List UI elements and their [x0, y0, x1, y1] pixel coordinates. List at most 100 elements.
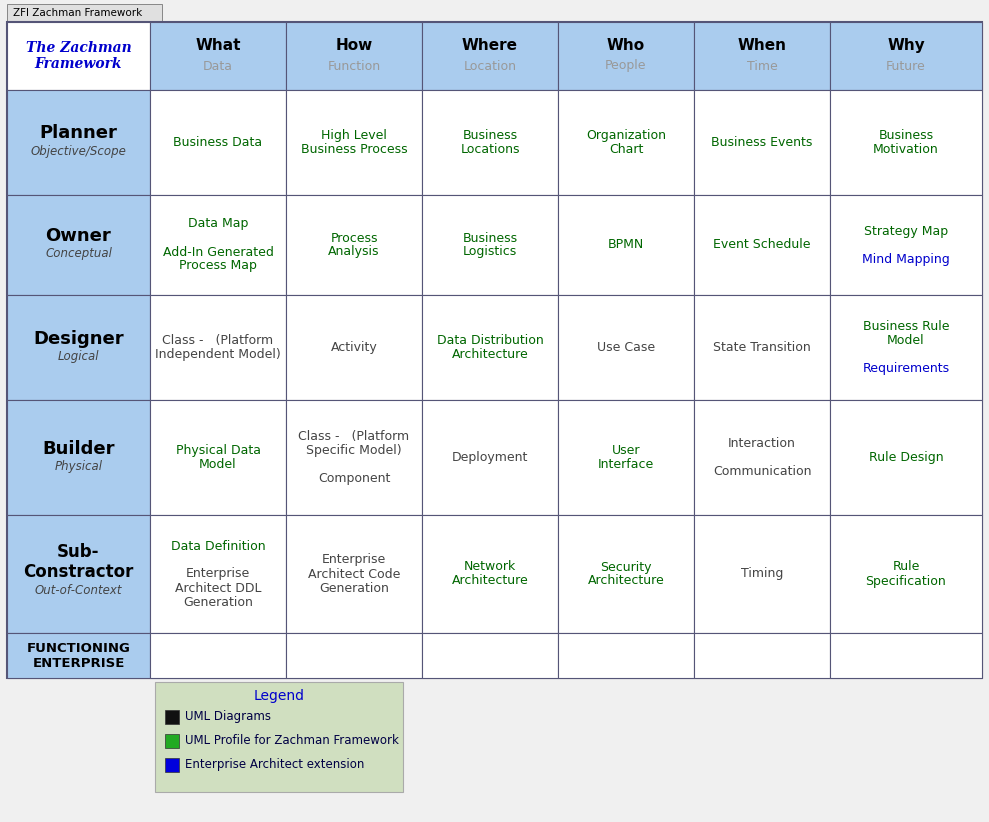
- Bar: [7, 295, 150, 400]
- Text: Out-of-Context: Out-of-Context: [35, 584, 123, 597]
- Text: BPMN: BPMN: [608, 238, 644, 252]
- Bar: [830, 295, 982, 400]
- Bar: [150, 195, 286, 295]
- Text: Why: Why: [887, 39, 925, 53]
- Text: Architecture: Architecture: [452, 575, 528, 588]
- Text: Timing: Timing: [741, 567, 783, 580]
- Text: Business: Business: [463, 232, 517, 244]
- Text: Generation: Generation: [319, 581, 389, 594]
- Text: FUNCTIONING
ENTERPRISE: FUNCTIONING ENTERPRISE: [27, 641, 131, 669]
- Text: Event Schedule: Event Schedule: [713, 238, 811, 252]
- Text: Generation: Generation: [183, 595, 253, 608]
- Bar: [7, 90, 150, 195]
- Bar: [558, 195, 694, 295]
- Bar: [694, 515, 830, 633]
- Bar: [7, 22, 150, 90]
- Bar: [694, 400, 830, 515]
- Bar: [286, 400, 422, 515]
- Bar: [830, 195, 982, 295]
- Text: Business Data: Business Data: [173, 136, 262, 149]
- Bar: [7, 515, 150, 633]
- Bar: [558, 22, 694, 90]
- Bar: [150, 633, 286, 678]
- Text: Security: Security: [600, 561, 652, 574]
- Text: Activity: Activity: [330, 341, 378, 354]
- Bar: [150, 400, 286, 515]
- Text: Where: Where: [462, 39, 518, 53]
- Bar: [150, 515, 286, 633]
- Text: Location: Location: [464, 59, 516, 72]
- Text: Business: Business: [463, 129, 517, 142]
- Text: Designer: Designer: [34, 330, 124, 348]
- Text: Business Rule: Business Rule: [862, 320, 949, 333]
- Text: Analysis: Analysis: [328, 246, 380, 258]
- Text: People: People: [605, 59, 647, 72]
- Text: ZFI Zachman Framework: ZFI Zachman Framework: [13, 8, 142, 18]
- Bar: [7, 4, 162, 22]
- Bar: [165, 710, 179, 724]
- Text: Sub-
Constractor: Sub- Constractor: [24, 543, 134, 581]
- Text: UML Profile for Zachman Framework: UML Profile for Zachman Framework: [185, 733, 399, 746]
- Text: UML Diagrams: UML Diagrams: [185, 709, 271, 723]
- Bar: [558, 400, 694, 515]
- Bar: [155, 682, 403, 792]
- Text: Logistics: Logistics: [463, 246, 517, 258]
- Text: Strategy Map: Strategy Map: [864, 224, 948, 238]
- Text: What: What: [195, 39, 240, 53]
- Text: Builder: Builder: [43, 440, 115, 458]
- Bar: [286, 90, 422, 195]
- Text: Enterprise: Enterprise: [186, 567, 250, 580]
- Text: Chart: Chart: [609, 143, 643, 156]
- Text: Interaction: Interaction: [728, 437, 796, 450]
- Text: Organization: Organization: [586, 129, 666, 142]
- Bar: [830, 515, 982, 633]
- Bar: [694, 22, 830, 90]
- Bar: [165, 758, 179, 772]
- Bar: [422, 633, 558, 678]
- Text: Architect DDL: Architect DDL: [175, 581, 261, 594]
- Text: Data Definition: Data Definition: [171, 539, 265, 552]
- Bar: [7, 400, 150, 515]
- Text: Network: Network: [464, 561, 516, 574]
- Text: Process: Process: [330, 232, 378, 244]
- Bar: [286, 22, 422, 90]
- Text: Objective/Scope: Objective/Scope: [31, 145, 127, 158]
- Text: Add-In Generated: Add-In Generated: [162, 246, 273, 258]
- Text: Class -   (Platform: Class - (Platform: [162, 334, 274, 347]
- Text: Time: Time: [747, 59, 777, 72]
- Text: Business Process: Business Process: [301, 143, 407, 156]
- Text: Component: Component: [317, 472, 391, 485]
- Text: Interface: Interface: [598, 458, 654, 471]
- Text: Deployment: Deployment: [452, 451, 528, 464]
- Text: High Level: High Level: [321, 129, 387, 142]
- Bar: [558, 90, 694, 195]
- Text: Mind Mapping: Mind Mapping: [862, 252, 949, 266]
- Text: Owner: Owner: [45, 227, 112, 245]
- Text: Requirements: Requirements: [862, 362, 949, 375]
- Text: How: How: [335, 39, 373, 53]
- Text: Communication: Communication: [713, 465, 811, 478]
- Bar: [286, 515, 422, 633]
- Text: Independent Model): Independent Model): [155, 348, 281, 361]
- Text: Planner: Planner: [40, 124, 118, 142]
- Bar: [694, 90, 830, 195]
- Text: Specification: Specification: [865, 575, 946, 588]
- Text: Who: Who: [607, 39, 645, 53]
- Bar: [694, 295, 830, 400]
- Text: Model: Model: [887, 334, 925, 347]
- Text: Function: Function: [327, 59, 381, 72]
- Text: Locations: Locations: [460, 143, 520, 156]
- Text: Data: Data: [203, 59, 233, 72]
- Text: Framework: Framework: [35, 57, 123, 71]
- Text: State Transition: State Transition: [713, 341, 811, 354]
- Text: Enterprise: Enterprise: [321, 553, 386, 566]
- Bar: [830, 633, 982, 678]
- Bar: [830, 22, 982, 90]
- Bar: [422, 22, 558, 90]
- Text: Legend: Legend: [253, 689, 305, 703]
- Bar: [165, 734, 179, 748]
- Bar: [422, 195, 558, 295]
- Text: When: When: [738, 39, 786, 53]
- Text: Business Events: Business Events: [711, 136, 813, 149]
- Bar: [7, 633, 150, 678]
